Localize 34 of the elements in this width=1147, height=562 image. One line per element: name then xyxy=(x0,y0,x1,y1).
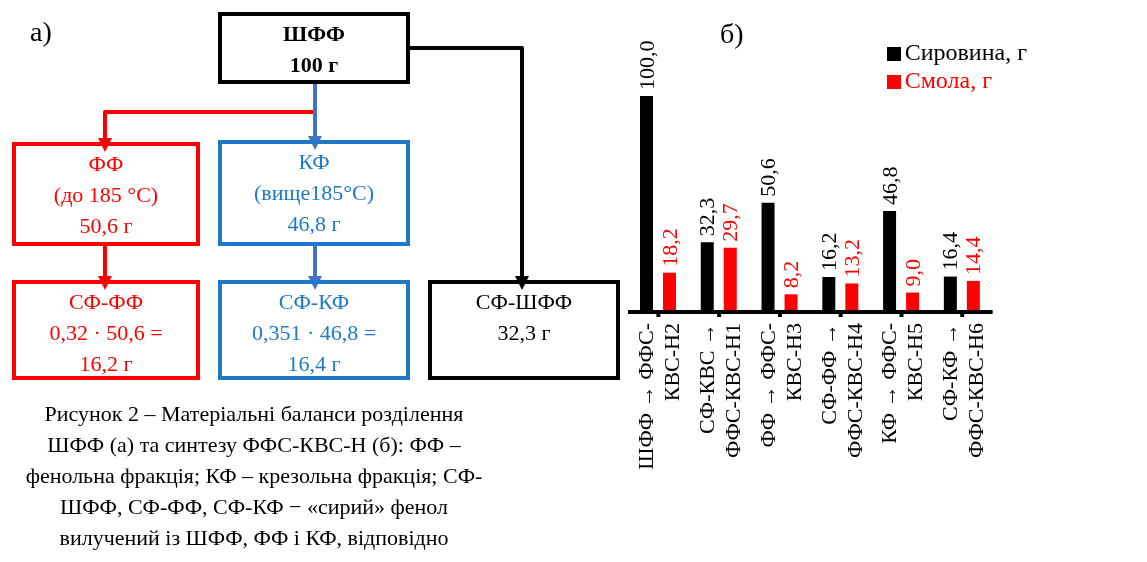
bar xyxy=(966,280,980,312)
data-label: 16,2 xyxy=(815,232,841,272)
data-label: 16,4 xyxy=(937,232,963,271)
text: КФ (вище185°C) 46,8 г xyxy=(218,140,410,246)
data-label: 13,2 xyxy=(838,238,864,278)
text: а) xyxy=(30,16,52,48)
x-tick-label: ШФФ → ФФС-КВС-Н2 xyxy=(633,323,685,470)
data-label: 8,2 xyxy=(778,260,804,289)
x-tick-label: КФ → ФФС-КВС-Н5 xyxy=(876,323,928,444)
text: СФ-ФФ 0,32 · 50,6 = 16,2 г xyxy=(12,280,200,380)
legend-label: Сировина, г xyxy=(904,39,1027,65)
bar xyxy=(845,283,859,312)
chart-title: б) xyxy=(720,18,744,50)
text: СФ-ШФФ 32,3 г xyxy=(428,280,620,380)
x-tick-label: СФ-КФ → ФФС-КВС-Н6 xyxy=(937,323,989,458)
x-tick-label: ФФ → ФФС-КВС-Н3 xyxy=(754,323,806,448)
text: СФ-КФ 0,351 · 46,8 = 16,4 г xyxy=(218,280,410,380)
data-label: 18,2 xyxy=(656,228,682,267)
data-label: 14,4 xyxy=(960,236,986,275)
data-label: 9,0 xyxy=(899,259,925,287)
data-label: 50,6 xyxy=(755,158,781,197)
text: ФФ (до 185 °C) 50,6 г xyxy=(12,142,200,246)
data-label: 32,3 xyxy=(694,197,720,237)
x-tick-label: СФ-ФФ → ФФС-КВС-Н4 xyxy=(815,323,867,458)
x-tick-label: СФ-КВС → ФФС-КВС-Н1 xyxy=(694,323,746,458)
bar xyxy=(784,294,798,312)
text: ШФФ 100 г xyxy=(218,12,410,84)
data-label: 29,7 xyxy=(717,203,743,242)
legend-label: Смола, г xyxy=(904,67,992,93)
text: Рисунок 2 – Матеріальні баланси розділення ШФФ (а) та синтезу ФФС-КВС-Н (б): ФФ – фенольна фракція; КФ – крезольна фракція; СФ-ШФФ, СФ-ФФ, СФ-КФ − «сирий» фенол вилучений із ШФФ, ФФ і КФ, відповідно xyxy=(24,400,484,552)
data-label: 46,8 xyxy=(876,166,902,205)
data-label: 100,0 xyxy=(633,40,659,90)
bar xyxy=(663,272,676,312)
bar xyxy=(723,247,737,312)
